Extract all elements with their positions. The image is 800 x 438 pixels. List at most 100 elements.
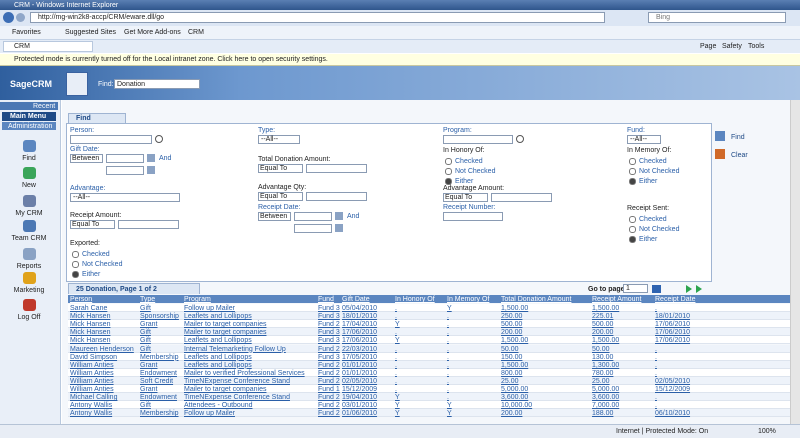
radio[interactable] [629, 226, 636, 233]
nav-item[interactable]: Team CRM [11, 235, 47, 242]
favorite[interactable]: Get More Add-ons [124, 29, 181, 36]
nav-icon[interactable] [23, 248, 36, 260]
forward-button[interactable] [16, 13, 25, 22]
operator-select[interactable] [258, 192, 303, 201]
radio[interactable] [445, 158, 452, 165]
cell[interactable]: Mailer to verified Professional Services [184, 369, 305, 377]
cell[interactable]: Leaflets and Lollipops [184, 361, 252, 369]
cell[interactable]: Antony Wallis [70, 402, 113, 410]
administration-tab[interactable] [2, 122, 56, 130]
cell[interactable]: Mick Hansen [70, 313, 111, 321]
action-icon[interactable] [715, 131, 725, 141]
column-header[interactable]: Total Donation Amount [501, 296, 572, 303]
nav-icon[interactable] [23, 167, 36, 179]
operator-select[interactable] [70, 220, 115, 229]
column-header[interactable]: Type [140, 296, 156, 303]
favorite[interactable]: Favorites [12, 29, 41, 36]
operator-select[interactable] [70, 154, 103, 163]
input[interactable] [106, 154, 144, 163]
radio[interactable] [629, 168, 636, 175]
nav-item[interactable]: Marketing [13, 287, 45, 294]
nav-item[interactable]: Find [22, 155, 36, 162]
input[interactable] [70, 135, 152, 144]
operator-select[interactable] [443, 193, 488, 202]
cell[interactable]: Leaflets and Lollipops [184, 313, 252, 321]
column-header[interactable]: Gift Date [342, 296, 370, 303]
radio[interactable] [72, 261, 79, 268]
go-button[interactable] [652, 285, 661, 293]
cell[interactable]: Mailer to target companies [184, 329, 267, 337]
cell[interactable]: Attendees - Outbound [184, 402, 253, 410]
search-icon[interactable] [516, 135, 524, 143]
main-menu-tab[interactable] [2, 112, 56, 121]
column-header[interactable]: Person [70, 296, 93, 303]
cell[interactable]: TimeNExpense Conference Stand [184, 377, 290, 385]
cell[interactable]: Antony Wallis [70, 410, 113, 418]
search-box[interactable] [648, 12, 786, 23]
radio[interactable] [629, 178, 636, 185]
column-header[interactable]: In Honory Of [395, 296, 435, 303]
select[interactable] [627, 135, 661, 144]
select[interactable] [70, 193, 180, 202]
nav-item[interactable]: New [21, 182, 36, 189]
scrollbar[interactable] [790, 100, 800, 424]
calendar[interactable] [335, 224, 343, 232]
column-header[interactable]: Fund [318, 296, 334, 303]
input[interactable] [306, 164, 367, 173]
nav-icon[interactable] [23, 195, 36, 207]
column-header[interactable]: In Memory Of [447, 296, 490, 303]
cell[interactable]: Follow up Mailer [184, 305, 235, 312]
last-page[interactable] [696, 285, 702, 293]
operator-select[interactable] [258, 164, 303, 173]
cell[interactable]: Internal Telemarketing Follow Up [184, 345, 286, 353]
nav-item[interactable]: My CRM [15, 210, 43, 217]
command[interactable]: Tools [748, 43, 765, 50]
cell[interactable]: Mick Hansen [70, 337, 111, 345]
input[interactable] [443, 212, 503, 221]
cell[interactable]: Maureen Henderson [70, 345, 134, 353]
recent[interactable]: Recent [33, 103, 56, 110]
action-label[interactable]: Clear [731, 152, 748, 159]
radio[interactable] [629, 158, 636, 165]
radio[interactable] [445, 178, 452, 185]
favorite[interactable]: CRM [188, 29, 204, 36]
cell[interactable]: TimeNExpense Conference Stand [184, 394, 290, 402]
next-page[interactable] [686, 285, 692, 293]
nav-item[interactable]: Log Off [17, 314, 41, 321]
radio[interactable] [629, 236, 636, 243]
nav-icon[interactable] [23, 272, 36, 284]
info-bar[interactable] [0, 54, 800, 66]
radio[interactable] [445, 168, 452, 175]
nav-icon[interactable] [23, 140, 36, 152]
cell[interactable]: Sarah Cane [70, 305, 108, 312]
cell[interactable]: Leaflets and Lollipops [184, 353, 252, 361]
cell[interactable]: Mailer to target companies [184, 386, 267, 393]
nav-icon[interactable] [23, 220, 36, 232]
back-button[interactable] [3, 12, 14, 23]
radio[interactable] [72, 271, 79, 278]
select[interactable] [258, 135, 300, 144]
cell[interactable]: Mailer to target companies [184, 321, 267, 329]
column-header[interactable]: Receipt Date [655, 296, 696, 303]
search-icon[interactable] [155, 135, 163, 143]
radio[interactable] [72, 251, 79, 258]
cell[interactable]: William Anties [70, 361, 114, 369]
nav-icon[interactable] [23, 299, 36, 311]
entity-select[interactable] [114, 79, 200, 89]
cell[interactable]: Follow up Mailer [184, 410, 235, 418]
input[interactable] [491, 193, 552, 202]
input[interactable] [294, 212, 332, 221]
cell[interactable]: Mick Hansen [70, 321, 111, 329]
calendar[interactable] [147, 166, 155, 174]
cell[interactable]: Leaflets and Lollipops [184, 337, 252, 345]
command[interactable]: Page [700, 43, 717, 50]
action-icon[interactable] [715, 149, 725, 159]
favorite[interactable]: Suggested Sites [65, 29, 116, 36]
input[interactable] [106, 166, 144, 175]
input[interactable] [294, 224, 332, 233]
cell[interactable]: William Anties [70, 369, 114, 377]
input[interactable] [443, 135, 513, 144]
cell[interactable]: William Anties [70, 386, 114, 393]
action-label[interactable]: Find [731, 134, 745, 141]
column-header[interactable]: Program [184, 296, 211, 303]
